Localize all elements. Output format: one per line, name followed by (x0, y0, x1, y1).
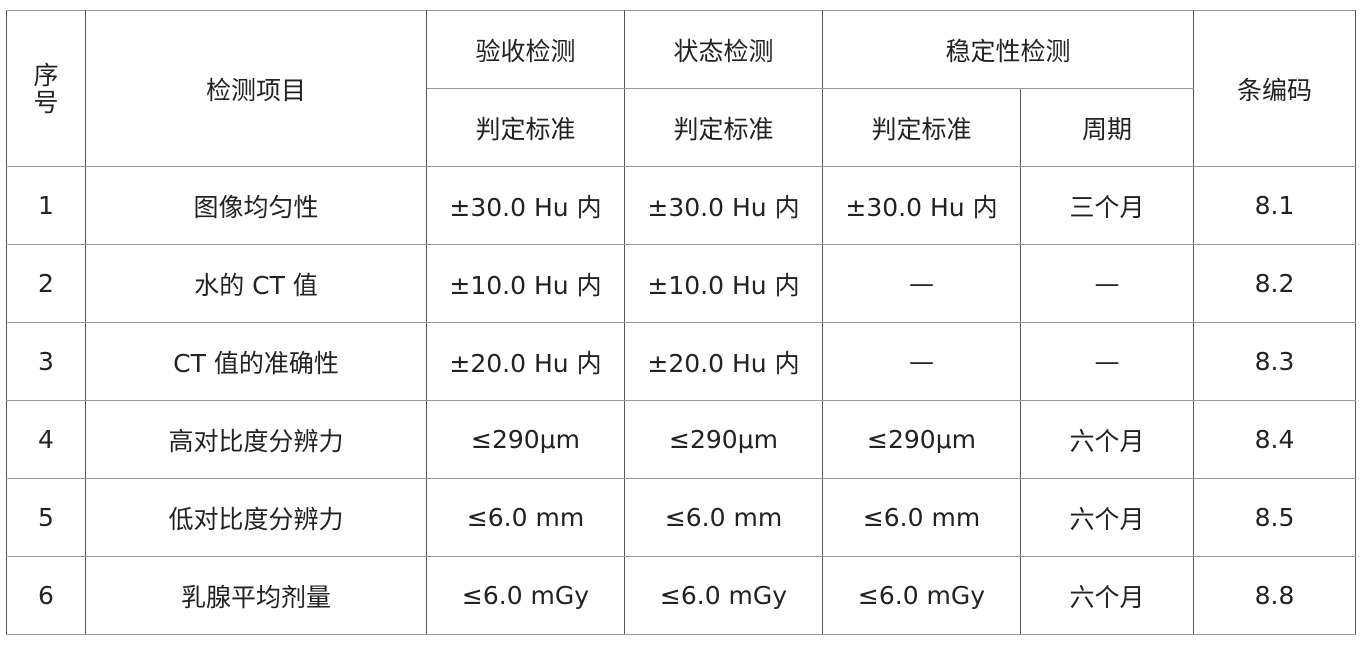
cell-clause: 8.2 (1193, 244, 1356, 323)
cell-stability: ≤290μm (822, 400, 1021, 479)
header-criterion-stability: 判定标准 (822, 88, 1021, 167)
cell-stability: ≤6.0 mm (822, 478, 1021, 557)
cell-item: 乳腺平均剂量 (85, 556, 427, 635)
cell-clause: 8.1 (1193, 166, 1356, 245)
cell-status: ≤6.0 mGy (624, 556, 823, 635)
cell-period: 三个月 (1020, 166, 1194, 245)
cell-clause: 8.5 (1193, 478, 1356, 557)
header-seq: 序号 (6, 10, 86, 167)
cell-clause: 8.3 (1193, 322, 1356, 401)
table-row: 6 乳腺平均剂量 ≤6.0 mGy ≤6.0 mGy ≤6.0 mGy 六个月 8.8 (6, 556, 1356, 635)
header-acceptance: 验收检测 (426, 10, 625, 89)
header-clause: 条编码 (1193, 10, 1356, 167)
header-status: 状态检测 (624, 10, 823, 89)
cell-period: 六个月 (1020, 478, 1194, 557)
cell-seq: 1 (6, 166, 86, 245)
header-period: 周期 (1020, 88, 1194, 167)
cell-status: ≤6.0 mm (624, 478, 823, 557)
cell-stability: — (822, 322, 1021, 401)
cell-seq: 5 (6, 478, 86, 557)
header-item: 检测项目 (85, 10, 427, 167)
cell-item: 图像均匀性 (85, 166, 427, 245)
table-row: 3 CT 值的准确性 ±20.0 Hu 内 ±20.0 Hu 内 — —8.3 (6, 322, 1356, 401)
cell-acceptance: ≤6.0 mm (426, 478, 625, 557)
cell-status: ±10.0 Hu 内 (624, 244, 823, 323)
table-row: 1 图像均匀性 ±30.0 Hu 内 ±30.0 Hu 内 ±30.0 Hu 内三个月 8… (6, 166, 1356, 245)
cell-period: 六个月 (1020, 556, 1194, 635)
cell-clause: 8.8 (1193, 556, 1356, 635)
cell-clause: 8.4 (1193, 400, 1356, 479)
cell-acceptance: ≤6.0 mGy (426, 556, 625, 635)
cell-seq: 3 (6, 322, 86, 401)
cell-stability: — (822, 244, 1021, 323)
cell-item: 低对比度分辨力 (85, 478, 427, 557)
table-row: 2 水的 CT 值 ±10.0 Hu 内 ±10.0 Hu 内 — —8.2 (6, 244, 1356, 323)
table-row: 5 低对比度分辨力 ≤6.0 mm ≤6.0 mm ≤6.0 mm 六个月 8.5 (6, 478, 1356, 557)
cell-period: 六个月 (1020, 400, 1194, 479)
cell-seq: 2 (6, 244, 86, 323)
header-criterion-acceptance: 判定标准 (426, 88, 625, 167)
cell-item: 水的 CT 值 (85, 244, 427, 323)
cell-acceptance: ±20.0 Hu 内 (426, 322, 625, 401)
cell-seq: 4 (6, 400, 86, 479)
cell-status: ±20.0 Hu 内 (624, 322, 823, 401)
cell-stability: ≤6.0 mGy (822, 556, 1021, 635)
inspection-table: 序号 检测项目 验收检测 状态检测 稳定性检测 条编码 判定标准 判定标准 判定… (6, 10, 1356, 635)
cell-stability: ±30.0 Hu 内 (822, 166, 1021, 245)
cell-acceptance: ±30.0 Hu 内 (426, 166, 625, 245)
header-row: 序号 检测项目 验收检测 状态检测 稳定性检测 条编码 (6, 10, 1356, 167)
cell-acceptance: ±10.0 Hu 内 (426, 244, 625, 323)
cell-item: CT 值的准确性 (85, 322, 427, 401)
table-row: 4 高对比度分辨力 ≤290μm ≤290μm ≤290μm 六个月 8.4 (6, 400, 1356, 479)
cell-acceptance: ≤290μm (426, 400, 625, 479)
cell-status: ±30.0 Hu 内 (624, 166, 823, 245)
cell-status: ≤290μm (624, 400, 823, 479)
header-criterion-status: 判定标准 (624, 88, 823, 167)
cell-period: — (1020, 322, 1194, 401)
cell-item: 高对比度分辨力 (85, 400, 427, 479)
cell-seq: 6 (6, 556, 86, 635)
header-stability: 稳定性检测 (822, 10, 1194, 89)
cell-period: — (1020, 244, 1194, 323)
